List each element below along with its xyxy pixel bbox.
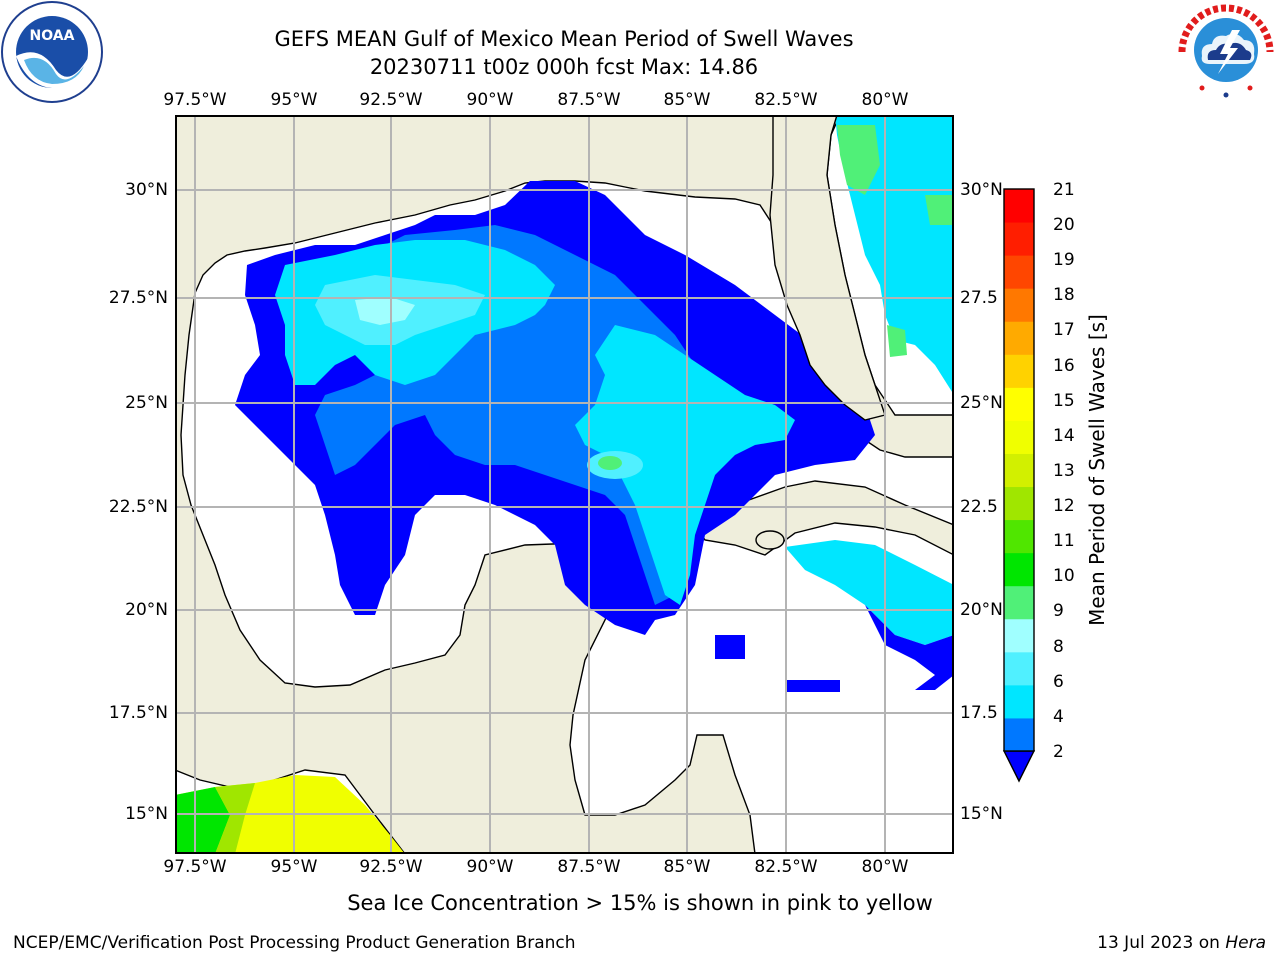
colorbar-segment [1004, 453, 1034, 488]
caribbean-patch [785, 680, 840, 692]
noaa-logo: NOAA [1, 1, 103, 103]
colorbar-segment [1004, 222, 1034, 256]
lon-label: 85°W [663, 857, 711, 877]
lat-label: 27.5 [960, 288, 998, 308]
colorbar [1002, 188, 1036, 783]
colorbar-tick: 15 [1053, 391, 1075, 411]
lat-label: 15°N [125, 804, 168, 824]
lon-label: 80°W [861, 90, 909, 110]
lat-label: 27.5°N [108, 288, 168, 308]
atlantic-swell-green [837, 125, 880, 195]
lat-label: 25°N [125, 393, 168, 413]
colorbar-tick: 9 [1053, 601, 1064, 621]
atlantic-swell-green2 [925, 195, 954, 225]
gulf-map [175, 115, 954, 854]
lon-label: 97.5°W [163, 90, 227, 110]
colorbar-segment [1004, 519, 1034, 554]
colorbar-tick: 14 [1053, 426, 1075, 446]
colorbar-tick: 6 [1053, 672, 1064, 692]
caribbean-patch [715, 635, 745, 659]
colorbar-segment [1004, 321, 1034, 355]
colorbar-tick: 18 [1053, 285, 1075, 305]
colorbar-tick: 12 [1053, 496, 1075, 516]
colorbar-segment [1004, 420, 1034, 454]
colorbar-extension [1002, 750, 1036, 783]
lon-label: 95°W [270, 857, 318, 877]
caribbean-swell [785, 540, 954, 645]
lat-label: 20°N [125, 600, 168, 620]
lon-label: 97.5°W [163, 857, 227, 877]
lon-label: 90°W [466, 857, 514, 877]
colorbar-segment [1004, 486, 1034, 521]
colorbar-segment [1004, 552, 1034, 587]
lon-label: 80°W [861, 857, 909, 877]
colorbar-segment [1004, 585, 1034, 620]
nws-logo [1178, 2, 1274, 98]
colorbar-segment [1004, 651, 1034, 686]
atlantic-swell-green3 [887, 325, 907, 357]
colorbar-tick: 4 [1053, 707, 1064, 727]
lon-label: 90°W [466, 90, 514, 110]
colorbar-segment [1004, 189, 1034, 223]
lon-label: 85°W [663, 90, 711, 110]
colorbar-segment [1004, 717, 1034, 752]
colorbar-segment [1004, 618, 1034, 653]
colorbar-segment [1004, 288, 1034, 322]
colorbar-tick: 10 [1053, 566, 1075, 586]
chart-title: GEFS MEAN Gulf of Mexico Mean Period of … [274, 27, 854, 51]
colorbar-segment [1004, 354, 1034, 388]
map-gridlines [175, 115, 954, 854]
colorbar-tick: 13 [1053, 461, 1075, 481]
lat-label: 25°N [960, 393, 1003, 413]
lon-label: 92.5°W [359, 857, 423, 877]
lat-label: 15°N [960, 804, 1003, 824]
lat-label: 20°N [960, 600, 1003, 620]
lat-label: 30°N [960, 180, 1003, 200]
isle-of-youth [755, 530, 785, 550]
footer-host: Hera [1225, 933, 1266, 953]
colorbar-tick: 19 [1053, 250, 1075, 270]
colorbar-tick: 16 [1053, 356, 1075, 376]
colorbar-segment [1004, 255, 1034, 289]
lon-label: 82.5°W [754, 857, 818, 877]
florida-peninsula [769, 115, 886, 421]
lat-label: 22.5°N [108, 497, 168, 517]
lat-label: 17.5°N [108, 703, 168, 723]
footer-date: 13 Jul 2023 on Hera [1097, 933, 1266, 953]
lon-label: 92.5°W [359, 90, 423, 110]
colorbar-tick: 11 [1053, 531, 1075, 551]
ice-note: Sea Ice Concentration > 15% is shown in … [347, 891, 933, 915]
footer-date-text: 13 Jul 2023 on [1097, 933, 1220, 953]
colorbar-tick: 2 [1053, 742, 1064, 762]
colorbar-label: Mean Period of Swell Waves [s] [1085, 314, 1109, 626]
lon-label: 87.5°W [557, 90, 621, 110]
lon-label: 87.5°W [557, 857, 621, 877]
colorbar-tick: 21 [1053, 180, 1075, 200]
lon-label: 95°W [270, 90, 318, 110]
colorbar-segment [1004, 684, 1034, 719]
lat-label: 30°N [125, 180, 168, 200]
colorbar-tick: 17 [1053, 320, 1075, 340]
pacific-swell-lightgreen [215, 783, 255, 854]
chart-subtitle: 20230711 t00z 000h fcst Max: 14.86 [369, 55, 759, 79]
colorbar-tick: 8 [1053, 637, 1064, 657]
colorbar-segment [1004, 387, 1034, 421]
lat-label: 17.5 [960, 703, 998, 723]
pacific-swell-green [175, 787, 230, 854]
caribbean-swell-blue [865, 605, 954, 690]
map-border [175, 115, 954, 854]
colorbar-tick: 20 [1053, 215, 1075, 235]
noaa-logo-text: NOAA [30, 28, 75, 44]
lat-label: 22.5 [960, 497, 998, 517]
lon-label: 82.5°W [754, 90, 818, 110]
swell-contours [235, 181, 875, 635]
footer-credit: NCEP/EMC/Verification Post Processing Pr… [13, 933, 576, 953]
